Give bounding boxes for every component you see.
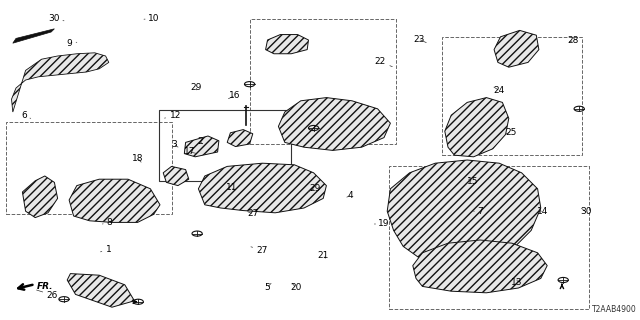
Text: 22: 22 <box>374 57 392 67</box>
Polygon shape <box>266 35 308 54</box>
Bar <box>159 110 291 181</box>
Text: 29: 29 <box>190 83 202 92</box>
Polygon shape <box>227 130 253 147</box>
Polygon shape <box>198 163 326 213</box>
Polygon shape <box>413 240 547 293</box>
Text: FR.: FR. <box>37 282 54 291</box>
Polygon shape <box>13 29 54 43</box>
Polygon shape <box>69 179 160 222</box>
Polygon shape <box>278 98 390 150</box>
Polygon shape <box>184 136 219 157</box>
Text: 17: 17 <box>184 148 196 156</box>
Text: 23: 23 <box>413 35 426 44</box>
Bar <box>389 166 589 309</box>
Text: 30: 30 <box>49 14 64 23</box>
Text: 21: 21 <box>317 252 329 260</box>
Text: 24: 24 <box>493 86 505 95</box>
Text: 16: 16 <box>228 92 240 100</box>
Text: 26: 26 <box>36 290 58 300</box>
Text: 13: 13 <box>511 278 523 287</box>
Polygon shape <box>67 274 134 307</box>
Text: 10: 10 <box>144 14 159 23</box>
Text: 2: 2 <box>197 137 202 146</box>
Text: 1: 1 <box>100 245 111 254</box>
Bar <box>159 110 291 181</box>
Bar <box>442 37 582 155</box>
Text: 25: 25 <box>505 128 516 137</box>
Polygon shape <box>445 98 509 157</box>
Text: 3: 3 <box>172 140 178 149</box>
Text: 12: 12 <box>164 111 181 120</box>
Text: 15: 15 <box>467 177 478 186</box>
Text: 14: 14 <box>537 207 548 216</box>
Polygon shape <box>163 166 189 186</box>
Text: 29: 29 <box>308 184 321 193</box>
Text: 27: 27 <box>247 209 259 218</box>
Text: 9: 9 <box>67 39 77 48</box>
Text: 18: 18 <box>132 154 143 163</box>
Bar <box>6 122 172 214</box>
Polygon shape <box>387 160 541 269</box>
Text: 11: 11 <box>226 183 237 192</box>
Text: 7: 7 <box>474 207 483 216</box>
Bar <box>250 19 396 144</box>
Text: 6: 6 <box>22 111 31 120</box>
Text: 28: 28 <box>568 36 579 45</box>
Text: 30: 30 <box>580 207 591 216</box>
Text: T2AAB4900: T2AAB4900 <box>592 305 637 314</box>
Text: 20: 20 <box>290 283 301 292</box>
Text: 4: 4 <box>347 191 353 200</box>
Text: 19: 19 <box>374 220 390 228</box>
Text: 5: 5 <box>265 283 271 292</box>
Polygon shape <box>12 53 109 112</box>
Polygon shape <box>494 30 539 67</box>
Text: 8: 8 <box>102 218 111 227</box>
Text: 27: 27 <box>251 246 268 255</box>
Polygon shape <box>22 176 58 218</box>
